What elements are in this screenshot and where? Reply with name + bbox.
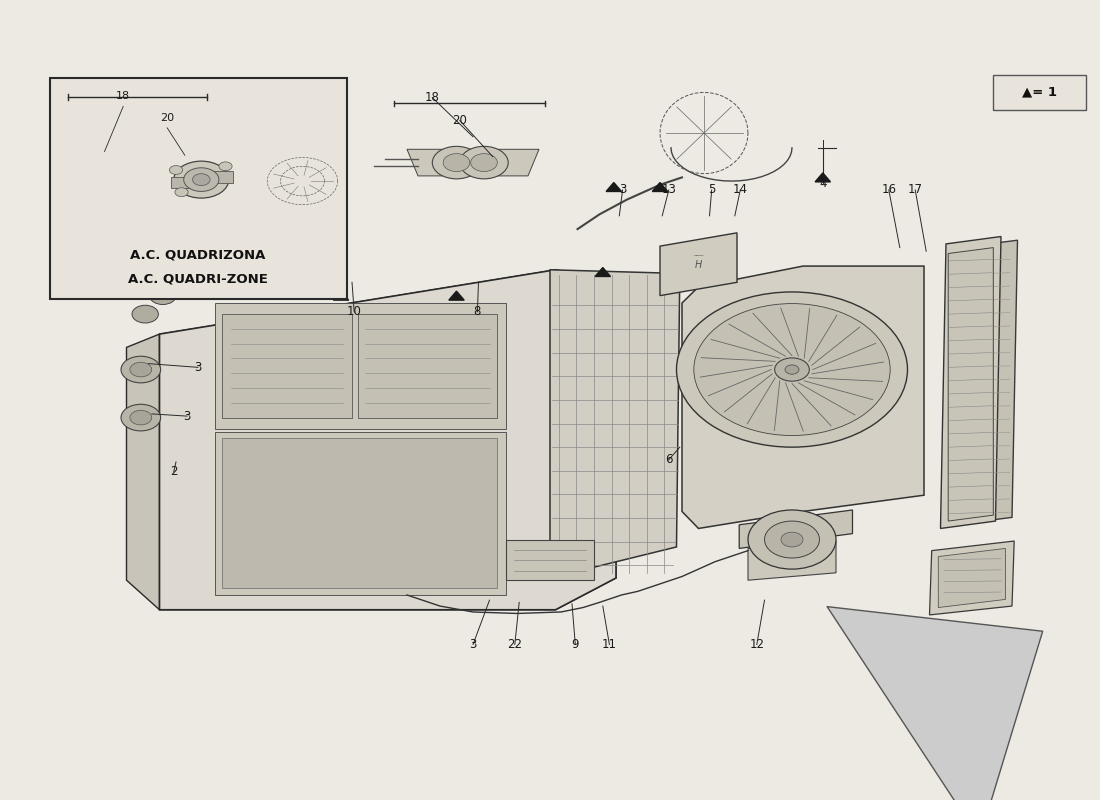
Circle shape: [460, 146, 508, 179]
Text: 5: 5: [708, 183, 715, 197]
Polygon shape: [407, 150, 539, 176]
Circle shape: [174, 161, 229, 198]
Text: 3: 3: [195, 361, 201, 374]
Circle shape: [748, 510, 836, 569]
Circle shape: [432, 146, 481, 179]
Text: 18: 18: [425, 91, 440, 104]
Circle shape: [785, 365, 799, 374]
Text: ___: ___: [693, 250, 704, 256]
Polygon shape: [222, 314, 352, 418]
Polygon shape: [652, 182, 668, 191]
Text: A.C. QUADRI-ZONE: A.C. QUADRI-ZONE: [128, 272, 268, 285]
Text: 8: 8: [474, 306, 481, 318]
Polygon shape: [160, 270, 616, 610]
FancyBboxPatch shape: [992, 74, 1087, 110]
Polygon shape: [948, 248, 993, 521]
Circle shape: [130, 410, 152, 425]
Polygon shape: [160, 558, 616, 610]
Circle shape: [781, 532, 803, 547]
Polygon shape: [214, 303, 506, 429]
Circle shape: [121, 404, 161, 431]
Circle shape: [676, 292, 908, 447]
Circle shape: [150, 286, 176, 305]
Circle shape: [774, 358, 810, 381]
Circle shape: [175, 188, 188, 197]
Text: 3: 3: [470, 638, 476, 651]
Polygon shape: [739, 510, 852, 549]
Polygon shape: [449, 291, 464, 300]
Polygon shape: [748, 541, 836, 580]
Text: 22: 22: [507, 638, 522, 651]
Polygon shape: [606, 182, 621, 191]
Polygon shape: [550, 270, 680, 578]
Text: 4: 4: [820, 177, 826, 190]
Text: 13: 13: [661, 183, 676, 197]
Text: 20: 20: [452, 114, 468, 127]
Polygon shape: [126, 334, 160, 610]
Circle shape: [130, 362, 152, 377]
Text: 16: 16: [881, 183, 896, 197]
Polygon shape: [682, 266, 924, 529]
Circle shape: [219, 162, 232, 170]
Polygon shape: [211, 171, 233, 183]
Text: A.C. QUADRIZONA: A.C. QUADRIZONA: [130, 249, 266, 262]
Polygon shape: [660, 233, 737, 296]
Text: 3: 3: [619, 183, 626, 197]
Polygon shape: [940, 237, 1001, 529]
Polygon shape: [214, 432, 506, 595]
Circle shape: [184, 168, 219, 191]
Text: 9: 9: [572, 638, 579, 651]
Text: 3: 3: [184, 410, 190, 422]
Circle shape: [132, 306, 158, 323]
Circle shape: [694, 303, 890, 435]
Circle shape: [169, 166, 183, 174]
Text: 6: 6: [666, 454, 672, 466]
Text: 14: 14: [733, 183, 748, 197]
Text: 17: 17: [908, 183, 923, 197]
Polygon shape: [333, 291, 349, 300]
Polygon shape: [938, 549, 1005, 607]
Circle shape: [471, 154, 497, 171]
Polygon shape: [222, 438, 497, 587]
Polygon shape: [955, 240, 1018, 525]
Text: 18: 18: [117, 91, 130, 101]
Polygon shape: [170, 177, 192, 189]
Polygon shape: [506, 539, 594, 580]
Text: 2: 2: [170, 465, 177, 478]
Text: ▲= 1: ▲= 1: [1022, 86, 1057, 99]
Text: H: H: [695, 260, 702, 270]
Text: 20: 20: [161, 114, 174, 123]
Polygon shape: [815, 173, 830, 182]
Polygon shape: [358, 314, 497, 418]
Text: 12: 12: [749, 638, 764, 651]
Polygon shape: [160, 270, 616, 354]
Circle shape: [764, 521, 820, 558]
Circle shape: [443, 154, 470, 171]
Circle shape: [121, 356, 161, 383]
Text: 11: 11: [602, 638, 617, 651]
Polygon shape: [50, 78, 346, 299]
Polygon shape: [595, 267, 610, 277]
Text: 10: 10: [346, 306, 362, 318]
Circle shape: [192, 174, 210, 186]
Polygon shape: [930, 541, 1014, 615]
